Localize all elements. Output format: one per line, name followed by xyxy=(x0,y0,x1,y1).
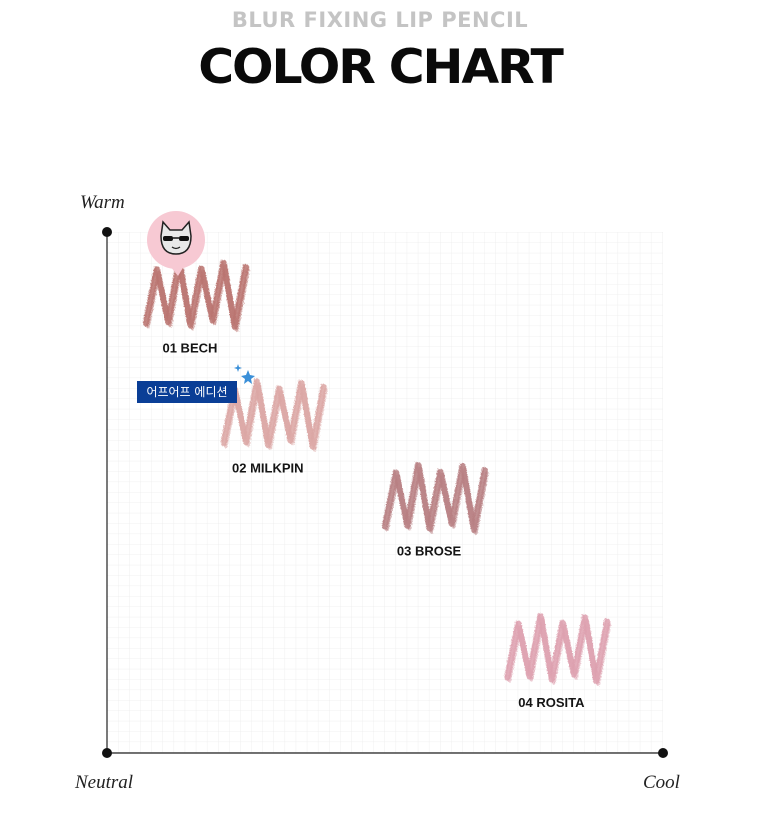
swatch-label-1: 01 BECH xyxy=(162,341,217,356)
axis-dot-origin xyxy=(102,748,112,758)
axis-label-warm: Warm xyxy=(80,192,125,213)
page-title: COLOR CHART xyxy=(198,40,564,95)
swatch-layer xyxy=(142,258,612,686)
swatch-3 xyxy=(381,461,489,535)
swatch-label-4: 04 ROSITA xyxy=(518,695,585,710)
swatch-label-3: 03 BROSE xyxy=(397,544,462,559)
swatch-2 xyxy=(220,378,328,452)
product-subtitle: BLUR FIXING LIP PENCIL xyxy=(231,8,529,32)
axis-label-neutral: Neutral xyxy=(75,772,134,793)
axis-dot-cool xyxy=(658,748,668,758)
axis-dot-warm xyxy=(102,227,112,237)
swatch-4 xyxy=(504,612,612,686)
swatch-1 xyxy=(142,258,250,332)
swatch-label-2: 02 MILKPIN xyxy=(232,460,304,475)
sparkle-star-icon xyxy=(234,364,255,384)
cat-mascot-icon xyxy=(147,211,205,276)
axis-label-cool: Cool xyxy=(643,772,680,793)
label-layer: 01 BECH 02 MILKPIN 03 BROSE 04 ROSITA xyxy=(162,341,585,710)
edition-badge: 어프어프 에디션 xyxy=(137,381,237,403)
